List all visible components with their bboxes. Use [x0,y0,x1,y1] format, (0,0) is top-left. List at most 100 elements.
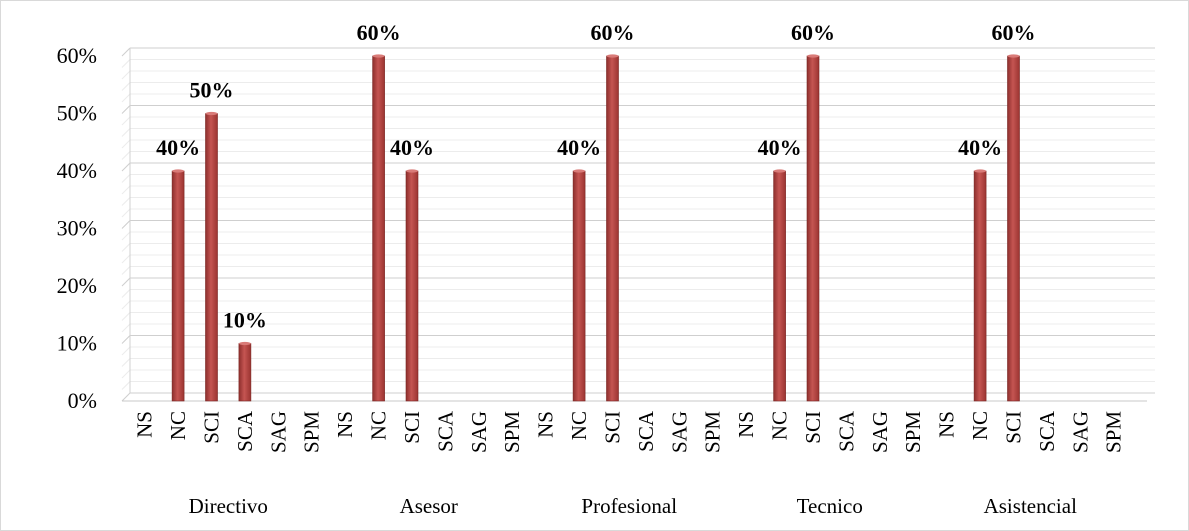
gridline-wall-edge [121,312,131,321]
group-labels: Directivo Asesor Profesional Tecnico Asisten… [189,494,1077,518]
gridline-wall-edge [121,59,131,68]
bar [405,170,419,402]
x-tick-label: NS [333,411,357,438]
bar [372,55,385,402]
gridline-wall-edge [121,381,131,390]
gridline-wall-edge [121,243,131,252]
x-tick-label: SCA [634,410,658,452]
gridline-wall-edge [121,174,131,183]
x-tick-label: NC [367,411,391,440]
x-tick-label: NS [935,411,959,438]
gridline-wall-edge [121,185,131,195]
x-tick-label: SPM [1102,411,1126,453]
x-tick-label: SCI [200,411,224,444]
bar [606,55,619,402]
y-tick-label: 30% [57,216,97,241]
gridline-wall-edge [121,266,131,275]
x-tick-label: SAG [467,411,491,453]
x-tick-label: SAG [1068,411,1092,453]
y-tick-label: 0% [68,388,97,413]
bar-top [606,54,619,58]
gridline-wall-edge [121,105,131,114]
bar [973,170,987,402]
bar-top [172,169,185,173]
group-label: Directivo [189,494,268,518]
x-tick-label: NS [734,411,758,438]
x-tick-label: NC [567,411,591,440]
group-label: Asesor [400,494,458,518]
x-tick-label: NC [166,411,190,440]
x-tick-label: SAG [266,411,290,453]
bar [1007,55,1020,402]
gridline-wall-edge [121,220,131,229]
data-label: 10% [223,308,267,333]
x-tick-label: NS [534,411,558,438]
gridline-wall-edge [121,139,131,149]
gridline-wall-edge [121,277,131,287]
bar [806,55,820,402]
gridline-wall-edge [121,70,131,80]
gridline-wall-edge [121,208,131,218]
gridline-wall-edge [121,82,131,91]
data-label: 60% [591,20,635,45]
x-tick-labels: NS NC SCI SCA SAG SPM NS NC SCI SCA SAG SPM NS NC SCI S… [133,410,1126,453]
bar [171,170,185,402]
x-tick-label: SPM [500,411,524,453]
gridline-wall-edge [121,323,131,333]
data-label: 40% [958,135,1002,160]
y-tick-label: 60% [57,43,97,68]
bar-top [372,54,385,58]
gridline-wall-edge [121,47,131,57]
x-tick-label: SCA [834,410,858,452]
bar-top [406,169,418,173]
data-label: 50% [190,78,234,103]
bar [572,170,586,402]
bars [171,54,1020,402]
y-tick-label: 50% [57,101,97,126]
axes [122,48,1147,402]
x-tick-label: SCA [1035,410,1059,452]
gridline-wall-edge [121,369,131,379]
x-tick-label: SAG [667,411,691,453]
data-label: 60% [357,20,401,45]
gridline-wall-edge [121,289,131,298]
gridline-wall-edge [121,116,131,126]
group-label: Profesional [581,494,677,518]
data-label: 40% [156,135,200,160]
x-tick-label: SPM [300,411,324,453]
data-label: 40% [390,135,434,160]
x-tick-label: SCI [1002,411,1026,444]
y-tick-labels: 0% 10% 20% 30% 40% 50% 60% [57,43,97,413]
gridline-wall-edge [121,151,131,160]
y-tick-label: 10% [57,331,97,356]
gridline-wall-edge [121,346,131,356]
data-label: 60% [791,20,835,45]
data-labels: 40% 50% 10% 60% 40% 40% 60% 40% 60% 40% 60% [156,20,1035,333]
x-tick-label: SPM [701,411,725,453]
gridline-wall-edge [121,335,131,344]
x-tick-label: SAG [868,411,892,453]
gridline-wall-edge [121,392,131,402]
gridlines [121,47,1155,402]
bar [773,170,786,402]
group-label: Asistencial [984,494,1077,518]
gridline-wall-edge [121,231,131,241]
x-tick-label: NS [133,411,157,438]
bar [238,343,252,402]
data-label: 40% [557,135,601,160]
bar [205,113,218,402]
x-tick-label: SCI [400,411,424,444]
x-tick-label: SCI [601,411,625,444]
x-tick-label: NC [968,411,992,440]
x-tick-label: SCA [433,410,457,452]
x-tick-label: NC [768,411,792,440]
bar-top [1007,54,1020,58]
data-label: 60% [992,20,1036,45]
data-label: 40% [758,135,802,160]
y-tick-label: 20% [57,273,97,298]
x-tick-label: SCI [801,411,825,444]
gridline-wall-edge [121,197,131,206]
gridline-wall-edge [121,93,131,103]
